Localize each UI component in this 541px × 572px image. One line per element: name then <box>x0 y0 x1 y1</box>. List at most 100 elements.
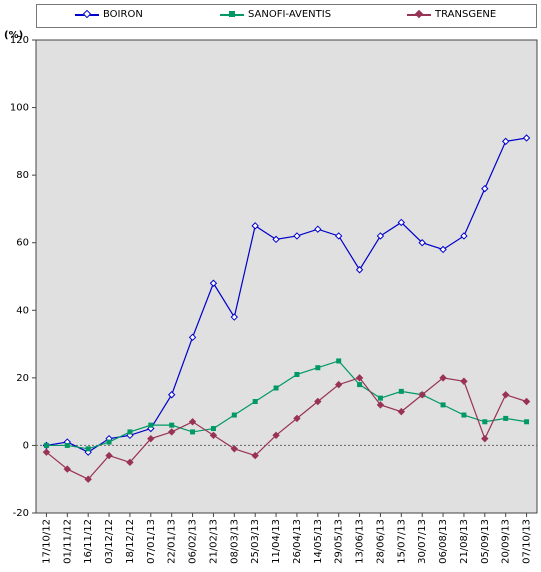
data-point <box>293 414 301 423</box>
data-point <box>231 412 237 418</box>
data-point <box>272 431 280 440</box>
data-point <box>84 475 92 483</box>
x-tick-label: 16/11/12 <box>83 519 94 564</box>
data-point <box>105 451 113 460</box>
legend-label-sanofi: SANOFI-AVENTIS <box>248 9 332 20</box>
data-point <box>376 401 385 409</box>
legend-swatch-transgene <box>407 9 431 20</box>
data-point <box>252 399 258 405</box>
data-point <box>503 415 509 421</box>
y-tick-label: 120 <box>10 35 29 46</box>
x-tick-label: 17/10/12 <box>41 519 52 564</box>
data-point <box>524 419 530 425</box>
data-point <box>148 422 154 428</box>
series-line-1 <box>46 360 527 450</box>
data-point <box>188 333 197 342</box>
y-tick-label: -20 <box>13 508 29 519</box>
data-point <box>460 232 468 240</box>
y-tick-label: 80 <box>16 170 29 181</box>
x-tick-label: 07/01/13 <box>146 519 157 564</box>
data-point <box>190 429 196 435</box>
data-point <box>147 434 155 443</box>
data-point <box>461 412 467 418</box>
x-tick-label: 05/09/13 <box>480 519 491 564</box>
x-tick-label: 29/05/13 <box>334 519 345 564</box>
data-point <box>397 407 406 416</box>
data-point <box>230 445 239 453</box>
data-point <box>481 184 489 193</box>
y-tick-label: 100 <box>10 103 29 114</box>
data-point <box>272 235 280 244</box>
legend-swatch-boiron <box>75 9 99 20</box>
x-tick-label: 13/06/13 <box>355 519 366 564</box>
legend: BOIRON SANOFI-AVENTIS TRANSGENE <box>36 4 537 28</box>
data-point <box>188 418 197 426</box>
x-tick-label: 15/07/13 <box>396 519 407 564</box>
data-point <box>357 382 363 388</box>
data-point <box>355 374 364 382</box>
x-tick-label: 21/02/13 <box>208 519 219 564</box>
data-point <box>334 380 343 389</box>
legend-label-transgene: TRANSGENE <box>435 9 497 20</box>
data-point <box>336 358 342 364</box>
x-tick-label: 03/12/12 <box>104 519 115 564</box>
data-point <box>460 377 468 385</box>
data-point <box>251 451 259 460</box>
data-point <box>418 239 426 247</box>
data-point <box>482 419 488 425</box>
y-axis-label: (%) <box>4 30 24 41</box>
data-point <box>210 426 216 432</box>
data-point <box>126 458 134 467</box>
data-point <box>314 397 322 406</box>
data-point <box>42 448 51 456</box>
data-point <box>294 371 300 377</box>
data-point <box>501 137 510 146</box>
x-tick-label: 14/05/13 <box>313 519 324 564</box>
data-point <box>209 431 218 440</box>
x-tick-label: 11/04/13 <box>271 519 282 564</box>
x-tick-label: 30/07/13 <box>417 519 428 564</box>
x-tick-label: 26/04/13 <box>292 519 303 564</box>
data-point <box>398 388 404 394</box>
data-point <box>418 391 426 399</box>
data-point <box>522 397 531 406</box>
data-point <box>481 434 489 443</box>
data-point <box>315 365 321 371</box>
data-point <box>314 225 322 233</box>
data-point <box>43 442 49 448</box>
legend-swatch-sanofi <box>220 10 244 20</box>
data-point <box>64 442 70 448</box>
data-point <box>522 134 531 142</box>
data-point <box>251 222 259 230</box>
data-point <box>439 245 447 254</box>
data-point <box>355 266 364 274</box>
data-point <box>209 279 218 287</box>
data-point <box>85 446 91 452</box>
legend-label-boiron: BOIRON <box>103 9 143 20</box>
data-point <box>167 428 176 436</box>
y-tick-label: 20 <box>16 373 29 384</box>
x-tick-label: 07/10/13 <box>522 519 533 564</box>
data-point <box>334 232 343 240</box>
data-point <box>169 422 175 428</box>
legend-item-sanofi: SANOFI-AVENTIS <box>220 9 331 20</box>
data-point <box>501 391 510 399</box>
plot-area <box>35 39 538 514</box>
series-line-2 <box>46 377 527 480</box>
series-line-0 <box>46 137 527 453</box>
x-tick-label: 25/03/13 <box>250 519 261 564</box>
x-tick-label: 06/08/13 <box>438 519 449 564</box>
data-point <box>439 374 447 382</box>
data-point <box>127 429 133 435</box>
data-point <box>63 465 72 473</box>
x-tick-label: 20/09/13 <box>501 519 512 564</box>
x-tick-label: 22/01/13 <box>167 519 178 564</box>
x-tick-label: 06/02/13 <box>188 519 199 564</box>
data-point <box>167 391 176 399</box>
data-point <box>293 232 301 240</box>
data-point <box>230 313 239 321</box>
x-tick-label: 18/12/12 <box>125 519 136 564</box>
x-tick-label: 01/11/12 <box>62 519 73 564</box>
data-point <box>377 395 383 401</box>
